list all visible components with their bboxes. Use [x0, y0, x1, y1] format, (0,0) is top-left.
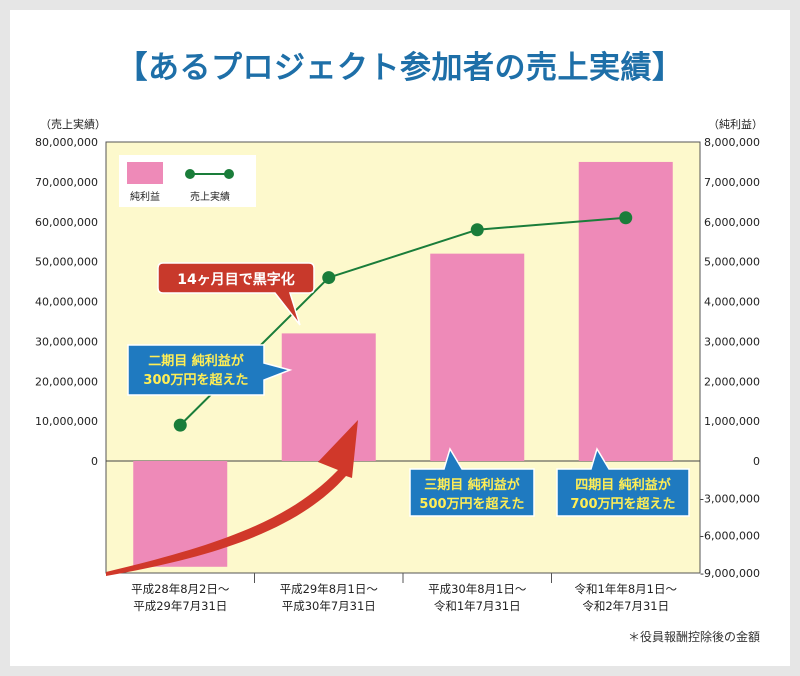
left-tick-label: 50,000,000 — [35, 256, 98, 269]
left-tick-label: 10,000,000 — [35, 415, 98, 428]
callout-red-text: 14ヶ月目で黒字化 — [177, 271, 294, 288]
right-axis-label: （純利益） — [708, 117, 763, 131]
callout-blue-text-line2: 300万円を超えた — [143, 372, 248, 388]
category-label-line2: 令和1年7月31日 — [434, 599, 521, 613]
right-tick-label: 8,000,000 — [704, 136, 760, 149]
bar-net-profit — [578, 161, 673, 461]
legend-bar-swatch — [127, 162, 163, 184]
right-tick-label: -3,000,000 — [700, 492, 760, 505]
bar-net-profit — [281, 333, 376, 461]
sales-point — [173, 418, 187, 432]
callout-red-box — [157, 262, 315, 326]
right-tick-label: 7,000,000 — [704, 176, 760, 189]
left-tick-label: 40,000,000 — [35, 296, 98, 309]
callout-blue-box — [556, 447, 690, 517]
bar-net-profit — [430, 253, 525, 461]
category-label-line2: 平成30年7月31日 — [282, 599, 376, 613]
callout-blue-box — [127, 344, 293, 396]
sales-point — [619, 211, 633, 225]
right-tick-label: 3,000,000 — [704, 335, 760, 348]
category-label-line2: 令和2年7月31日 — [582, 599, 669, 613]
category-label-line1: 令和1年年8月1日〜 — [575, 582, 678, 596]
left-tick-label: 0 — [91, 455, 98, 468]
right-tick-label: -9,000,000 — [700, 567, 760, 580]
legend-bar-label: 純利益 — [130, 190, 160, 203]
chart-title: 【あるプロジェクト参加者の売上実績】 — [116, 50, 684, 86]
right-tick-label: 0 — [753, 455, 760, 468]
callout-blue-text-line2: 500万円を超えた — [419, 496, 524, 512]
category-label-line1: 平成28年8月2日〜 — [131, 582, 230, 596]
right-tick-label: 5,000,000 — [704, 256, 760, 269]
callout-blue-text-line1: 三期目 純利益が — [424, 477, 520, 493]
callout-blue-text-line2: 700万円を超えた — [570, 496, 675, 512]
right-tick-label: 2,000,000 — [704, 375, 760, 388]
growth-arrow — [106, 420, 358, 576]
left-axis-label: （売上実績） — [40, 117, 106, 131]
left-tick-label: 20,000,000 — [35, 375, 98, 388]
right-tick-label: 4,000,000 — [704, 296, 760, 309]
category-label-line2: 平成29年7月31日 — [133, 599, 227, 613]
category-label-line1: 平成29年8月1日〜 — [280, 582, 379, 596]
legend-line-label: 売上実績 — [190, 190, 230, 203]
callout-blue-text-line1: 四期目 純利益が — [575, 477, 671, 493]
left-tick-label: 80,000,000 — [35, 136, 98, 149]
callout-blue-text-line1: 二期目 純利益が — [148, 353, 244, 369]
left-tick-label: 30,000,000 — [35, 335, 98, 348]
legend-line-dot — [224, 169, 234, 179]
category-label-line1: 平成30年8月1日〜 — [428, 582, 527, 596]
left-tick-label: 70,000,000 — [35, 176, 98, 189]
callout-blue-box — [409, 447, 535, 517]
footnote: ＊役員報酬控除後の金額 — [627, 630, 760, 644]
right-tick-label: 1,000,000 — [704, 415, 760, 428]
sales-point — [322, 271, 336, 285]
left-tick-label: 60,000,000 — [35, 216, 98, 229]
sales-point — [470, 223, 484, 237]
right-tick-label: 6,000,000 — [704, 216, 760, 229]
right-tick-label: -6,000,000 — [700, 530, 760, 543]
legend-line-dot — [185, 169, 195, 179]
